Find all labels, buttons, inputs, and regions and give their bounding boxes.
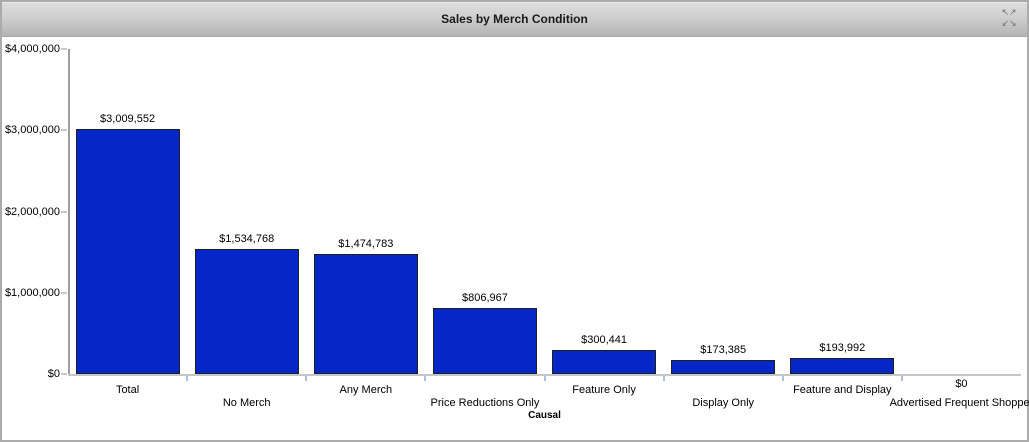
y-axis-tick-label: $3,000,000 <box>4 124 60 137</box>
bar-no-merch[interactable] <box>194 249 299 374</box>
x-axis-title: Causal <box>528 410 561 421</box>
y-axis-tick <box>61 48 67 50</box>
x-axis-tick <box>662 376 665 381</box>
category-label-display-only: Display Only <box>692 397 755 409</box>
x-axis-tick <box>186 376 189 381</box>
y-axis-tick <box>61 291 67 294</box>
bar-value-label: $3,009,552 <box>100 113 156 125</box>
x-axis-tick <box>305 376 308 381</box>
expand-arrows-icon[interactable]: ↖↗ ↙↘ <box>998 7 1020 31</box>
y-axis-tick <box>61 373 67 375</box>
category-label-feature-only: Feature Only <box>572 384 636 396</box>
chart-plot-area: $4,000,000 $3,000,000 $2,000,000 $1,000,000… <box>2 38 1029 440</box>
bar-value-label: $1,474,783 <box>338 238 394 250</box>
bar-value-label: $173,385 <box>700 344 747 356</box>
bar-feature-and-display[interactable] <box>790 358 895 374</box>
y-axis-tick <box>61 210 67 213</box>
bar-value-label: $193,992 <box>819 342 866 354</box>
chart-title: Sales by Merch Condition <box>441 12 588 26</box>
bar-price-reductions-only[interactable] <box>432 308 537 374</box>
category-label-feature-and-display: Feature and Display <box>793 384 892 396</box>
y-axis-tick-label: $2,000,000 <box>4 205 60 218</box>
bar-value-label: $0 <box>955 378 968 390</box>
bar-any-merch[interactable] <box>313 254 418 374</box>
y-axis-line <box>68 49 70 376</box>
y-axis-tick <box>61 129 67 132</box>
chart-title-bar: Sales by Merch Condition ↖↗ ↙↘ <box>2 2 1027 37</box>
y-axis-tick-label: $0 <box>47 368 60 380</box>
y-axis-tick-label: $4,000,000 <box>4 43 60 55</box>
bar-value-label: $806,967 <box>461 292 508 304</box>
bar-value-label: $1,534,768 <box>219 233 275 245</box>
x-axis-tick <box>781 376 784 381</box>
expand-arrows-bottom: ↙↘ <box>1001 18 1017 28</box>
y-axis-tick-label: $1,000,000 <box>4 286 60 299</box>
category-label-any-merch: Any Merch <box>339 384 393 396</box>
category-label-advertised-frequent-shopper: Advertised Frequent Shopper <box>889 397 1029 409</box>
x-axis-tick <box>543 376 546 381</box>
expand-arrows-top: ↖↗ <box>1001 7 1017 17</box>
category-label-no-merch: No Merch <box>222 397 271 409</box>
x-axis-line <box>68 374 1021 376</box>
category-label-total: Total <box>115 384 140 396</box>
category-label-price-reductions-only: Price Reductions Only <box>430 397 540 409</box>
bar-value-label: $300,441 <box>581 334 628 346</box>
x-axis-tick <box>424 376 427 381</box>
bar-total[interactable] <box>75 129 180 374</box>
x-axis-tick <box>900 376 903 381</box>
bar-display-only[interactable] <box>671 360 776 374</box>
bar-feature-only[interactable] <box>552 350 657 374</box>
